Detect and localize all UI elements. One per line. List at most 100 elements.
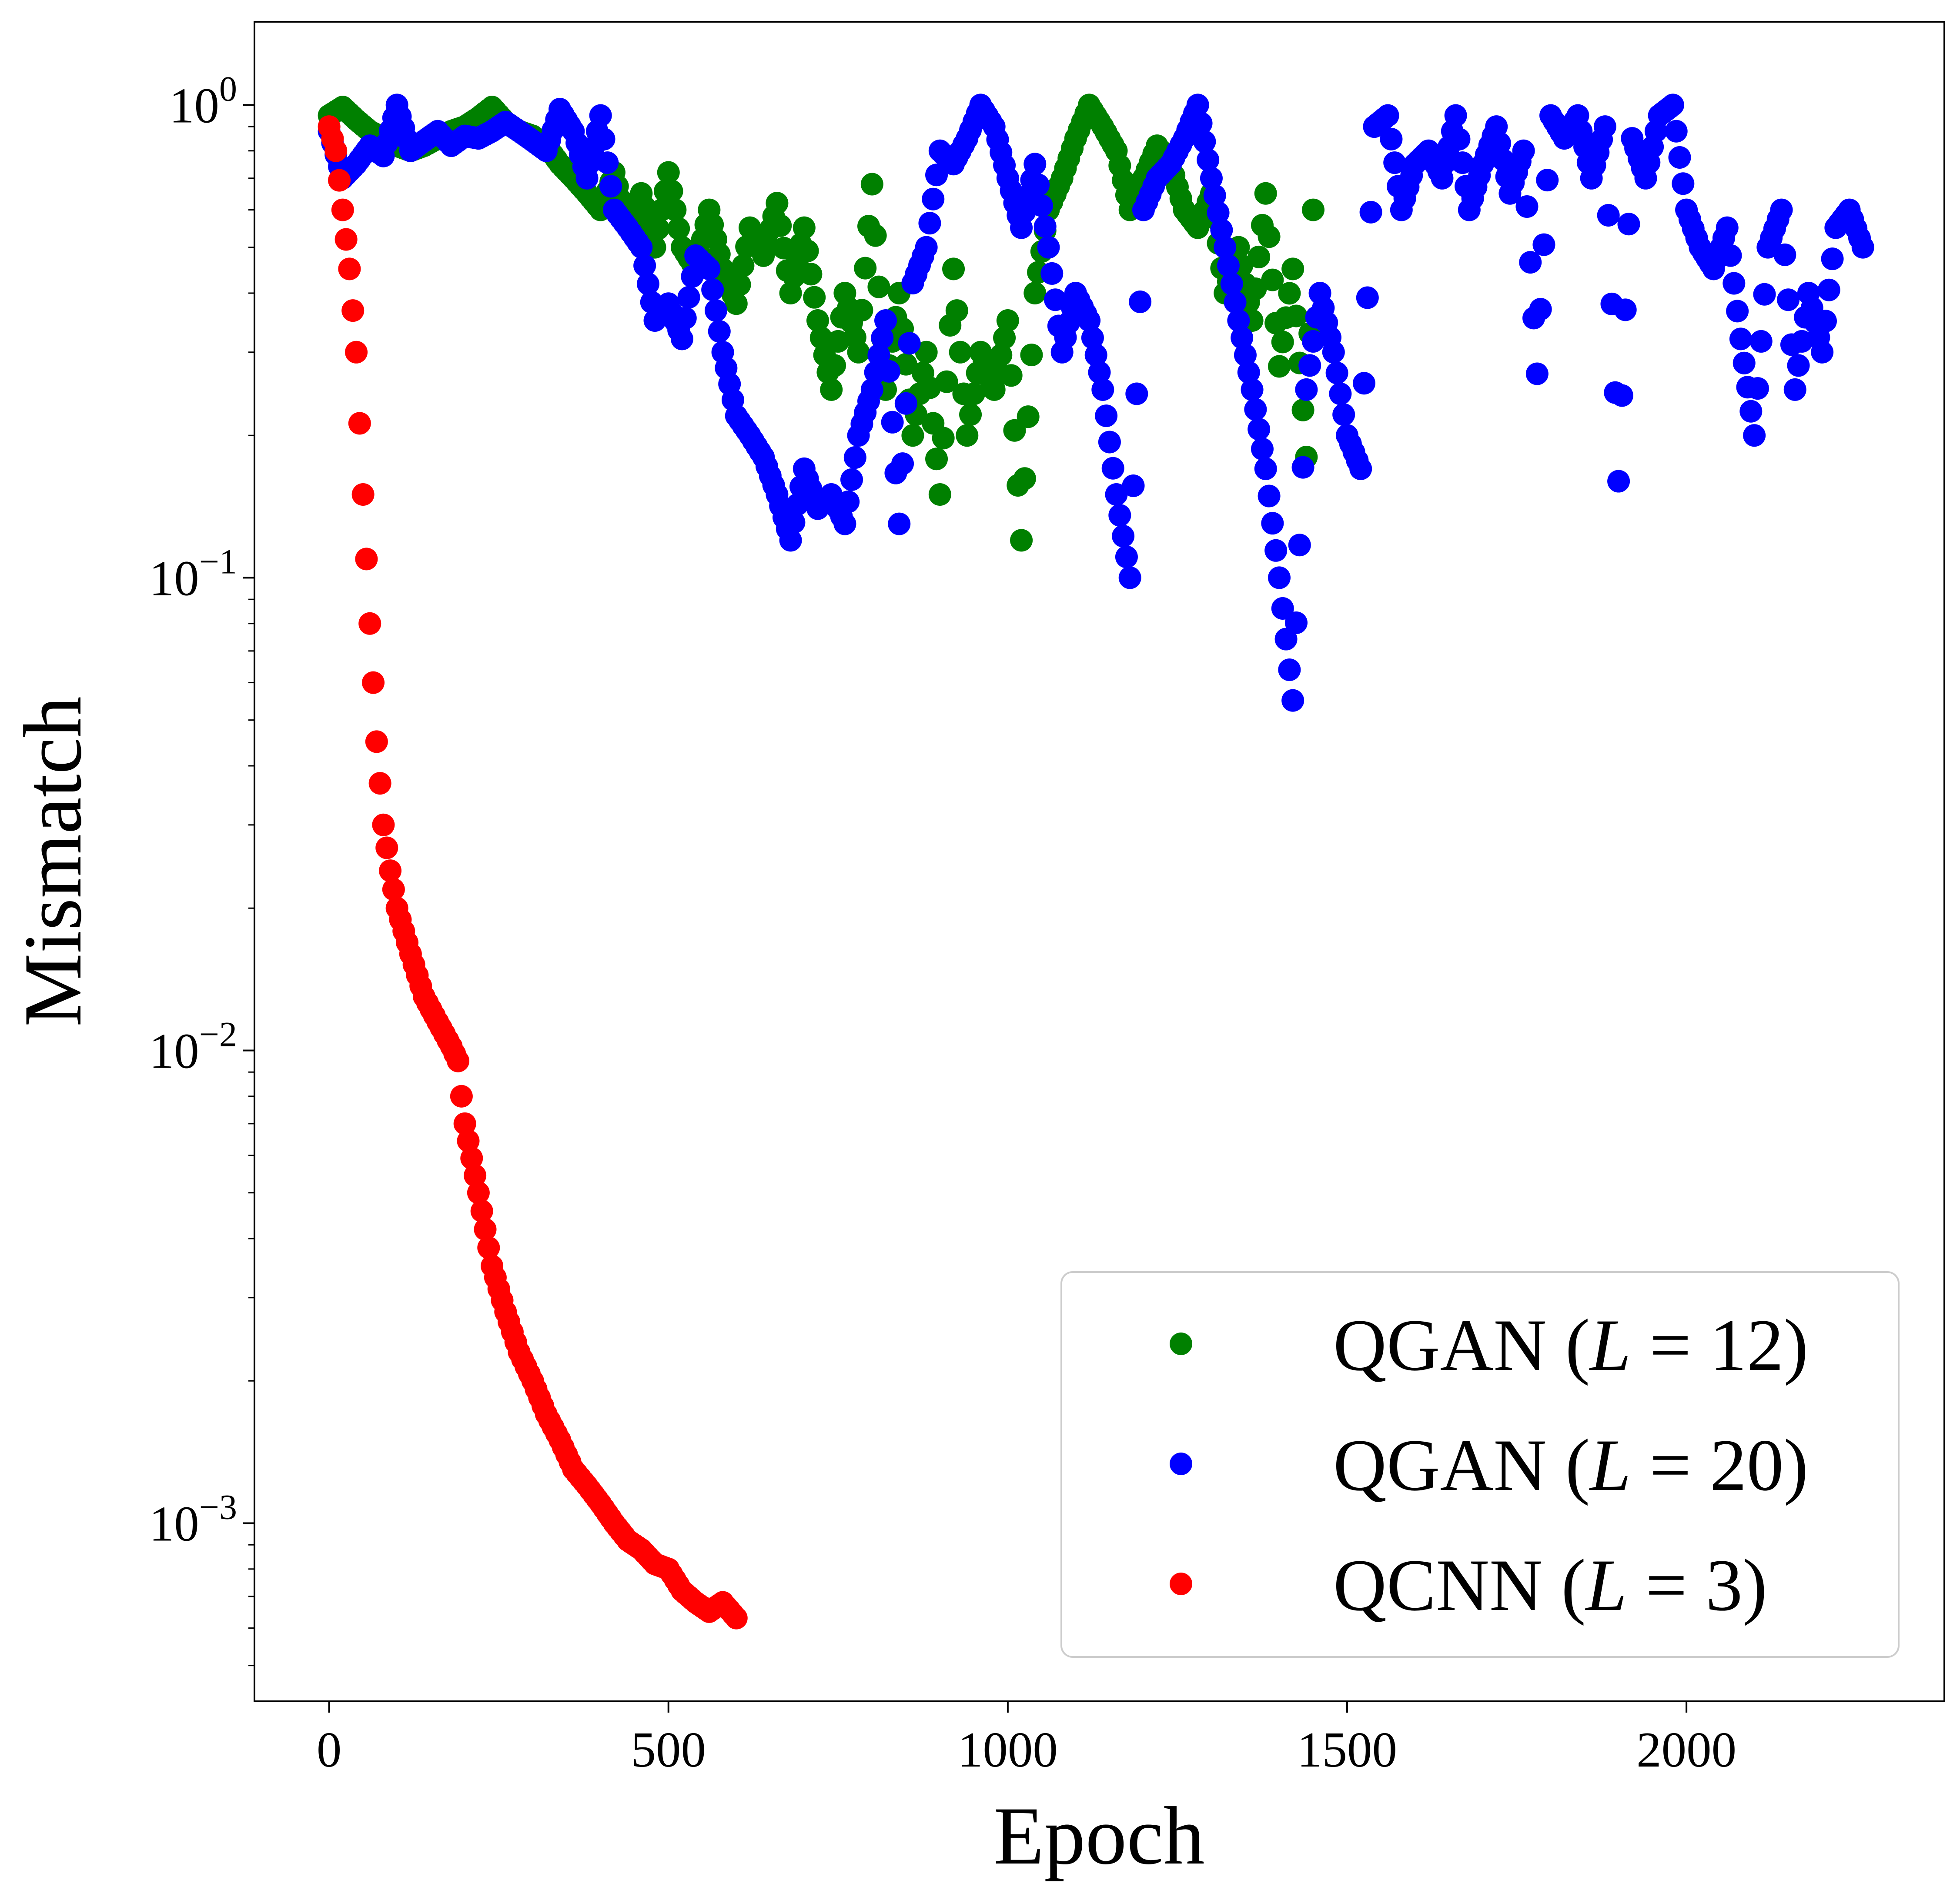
data-point [1190, 112, 1213, 135]
data-point [1329, 382, 1352, 405]
data-point [783, 511, 806, 534]
data-point [664, 198, 687, 221]
data-point [660, 180, 683, 203]
data-point [1078, 309, 1101, 332]
legend-marker [1170, 1333, 1192, 1355]
data-point [786, 493, 809, 516]
data-point [1665, 120, 1688, 143]
data-point [803, 286, 826, 309]
data-point [1281, 689, 1304, 712]
data-point [1733, 351, 1756, 374]
data-point [345, 341, 368, 364]
data-point [670, 327, 693, 351]
data-point [1726, 300, 1749, 323]
y-tick-label: 100 [169, 69, 237, 133]
data-point [592, 127, 615, 150]
data-point [826, 330, 850, 353]
plot-frame [254, 21, 1945, 1702]
data-point [1284, 611, 1308, 634]
data-point [375, 836, 398, 859]
data-point [1258, 484, 1281, 508]
data-point [1214, 236, 1237, 259]
data-point [464, 1164, 487, 1187]
data-point [1614, 298, 1637, 321]
data-point [725, 1606, 748, 1630]
data-point [382, 878, 405, 901]
data-point [474, 1218, 497, 1241]
data-point [860, 378, 883, 401]
data-point [1112, 524, 1135, 548]
data-point [341, 299, 365, 322]
data-point [1743, 424, 1766, 447]
data-point [915, 236, 938, 259]
data-point [793, 216, 816, 239]
data-point [877, 360, 900, 383]
y-tick-label: 10−2 [149, 1014, 237, 1079]
data-point [1010, 529, 1033, 552]
data-point [1610, 384, 1633, 407]
data-point [732, 254, 755, 277]
data-point [457, 1129, 480, 1152]
data-point [888, 512, 911, 535]
data-point [925, 448, 948, 471]
data-point [1023, 153, 1047, 176]
data-point [1532, 233, 1555, 256]
data-point [806, 309, 829, 332]
series-3 [318, 115, 748, 1630]
data-point [704, 299, 727, 322]
legend-marker [1170, 1453, 1192, 1475]
x-tick-label: 0 [317, 1722, 342, 1777]
legend-label: QCNN (L = 3) [1333, 1544, 1767, 1626]
data-point [1271, 331, 1294, 354]
data-point [1790, 330, 1813, 353]
data-point [657, 161, 680, 184]
data-point [1597, 204, 1620, 227]
data-point [809, 326, 833, 349]
data-point [1448, 127, 1471, 150]
data-point [599, 175, 622, 198]
data-point [667, 217, 690, 240]
data-point [1254, 182, 1277, 205]
data-point [945, 299, 968, 322]
data-point [935, 370, 958, 393]
x-axis-title: Epoch [993, 1790, 1204, 1882]
data-point [1000, 364, 1023, 387]
data-point [334, 228, 358, 251]
data-point [1261, 268, 1284, 291]
data-point [1783, 378, 1806, 401]
x-tick-label: 1500 [1297, 1722, 1397, 1777]
series-layer [318, 94, 1874, 1630]
data-point [1030, 194, 1053, 217]
data-point [959, 403, 982, 426]
data-point [1716, 216, 1739, 239]
data-point [901, 424, 924, 447]
x-tick-label: 500 [631, 1722, 706, 1777]
x-tick-label: 1000 [958, 1722, 1058, 1777]
data-point [1301, 330, 1325, 353]
data-point [1278, 282, 1301, 305]
data-point [1081, 326, 1104, 349]
data-point [983, 378, 1006, 401]
data-point [1241, 378, 1264, 401]
data-point [949, 341, 972, 364]
data-point [1356, 286, 1379, 309]
legend-label: QGAN (L = 20) [1333, 1424, 1808, 1506]
x-tick-label: 2000 [1636, 1722, 1736, 1777]
legend-box [1060, 1271, 1900, 1658]
data-point [470, 1199, 493, 1222]
data-point [867, 344, 890, 367]
data-point [1284, 304, 1308, 327]
data-point [922, 187, 945, 210]
data-point [1251, 438, 1274, 461]
data-point [1258, 225, 1281, 248]
data-point [864, 224, 887, 247]
data-point [1512, 139, 1535, 162]
data-point [1359, 200, 1382, 224]
data-point [372, 813, 395, 836]
legend-label: QGAN (L = 12) [1333, 1304, 1808, 1386]
data-point [324, 139, 348, 162]
data-point [1787, 354, 1810, 377]
data-point [796, 239, 819, 262]
data-point [1231, 326, 1254, 349]
